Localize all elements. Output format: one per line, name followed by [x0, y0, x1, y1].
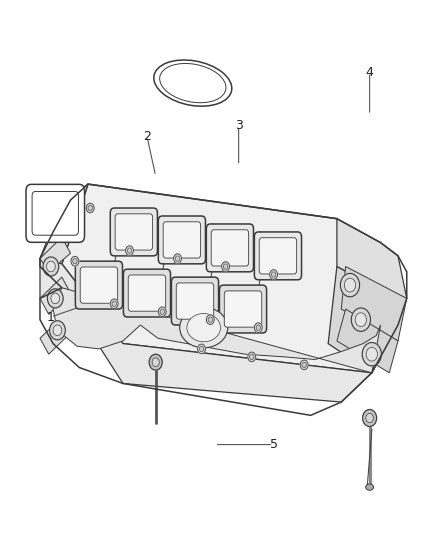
FancyBboxPatch shape — [128, 275, 166, 311]
FancyBboxPatch shape — [211, 230, 249, 266]
Polygon shape — [337, 309, 398, 373]
Circle shape — [254, 323, 262, 333]
Polygon shape — [62, 184, 398, 373]
FancyBboxPatch shape — [219, 285, 267, 333]
FancyBboxPatch shape — [115, 214, 152, 250]
Circle shape — [223, 264, 228, 269]
Circle shape — [366, 413, 374, 423]
FancyBboxPatch shape — [26, 184, 85, 243]
FancyBboxPatch shape — [163, 222, 201, 258]
FancyBboxPatch shape — [176, 283, 214, 319]
Circle shape — [302, 362, 306, 368]
FancyBboxPatch shape — [224, 291, 262, 327]
Ellipse shape — [366, 484, 374, 490]
FancyBboxPatch shape — [124, 269, 170, 317]
Circle shape — [248, 352, 256, 362]
Circle shape — [206, 315, 214, 325]
Circle shape — [46, 261, 55, 272]
Circle shape — [270, 270, 278, 279]
Circle shape — [208, 317, 212, 322]
Circle shape — [49, 321, 65, 340]
FancyBboxPatch shape — [206, 224, 254, 272]
Circle shape — [256, 325, 261, 330]
Circle shape — [86, 203, 94, 213]
Circle shape — [110, 299, 118, 309]
FancyBboxPatch shape — [158, 216, 205, 264]
Polygon shape — [341, 266, 407, 341]
Polygon shape — [40, 277, 71, 314]
Polygon shape — [53, 288, 381, 373]
Ellipse shape — [180, 308, 228, 348]
Text: 2: 2 — [143, 130, 151, 143]
Circle shape — [272, 272, 276, 277]
Circle shape — [198, 344, 205, 354]
FancyBboxPatch shape — [254, 232, 301, 280]
Circle shape — [173, 254, 181, 263]
Polygon shape — [40, 259, 372, 402]
Circle shape — [366, 348, 378, 361]
Circle shape — [112, 301, 117, 306]
Polygon shape — [337, 219, 407, 381]
Ellipse shape — [154, 60, 232, 106]
Circle shape — [43, 257, 59, 276]
Circle shape — [73, 259, 77, 264]
Circle shape — [363, 409, 377, 426]
FancyBboxPatch shape — [80, 267, 118, 303]
Polygon shape — [40, 317, 71, 354]
Polygon shape — [40, 184, 88, 264]
FancyBboxPatch shape — [110, 208, 157, 256]
Circle shape — [344, 278, 356, 292]
Text: 3: 3 — [235, 119, 243, 132]
Text: 5: 5 — [269, 438, 278, 451]
FancyBboxPatch shape — [32, 191, 78, 235]
Ellipse shape — [160, 63, 226, 103]
Circle shape — [351, 308, 371, 332]
Circle shape — [53, 325, 62, 336]
Text: 1: 1 — [47, 311, 55, 324]
Polygon shape — [40, 237, 71, 272]
Circle shape — [152, 358, 159, 367]
FancyBboxPatch shape — [259, 238, 297, 274]
FancyBboxPatch shape — [171, 277, 219, 325]
Circle shape — [158, 307, 166, 317]
Circle shape — [71, 256, 79, 266]
Ellipse shape — [187, 313, 220, 342]
Circle shape — [222, 262, 230, 271]
Circle shape — [51, 293, 60, 304]
Polygon shape — [328, 266, 389, 373]
Text: 4: 4 — [366, 66, 374, 79]
Circle shape — [175, 256, 180, 261]
Circle shape — [149, 354, 162, 370]
Circle shape — [160, 309, 164, 314]
FancyBboxPatch shape — [75, 261, 123, 309]
Circle shape — [250, 354, 254, 360]
Circle shape — [199, 346, 204, 352]
Circle shape — [126, 246, 134, 255]
Circle shape — [127, 248, 132, 253]
Circle shape — [88, 205, 92, 211]
Circle shape — [300, 360, 308, 369]
Circle shape — [362, 343, 381, 366]
Circle shape — [355, 313, 367, 327]
Circle shape — [340, 273, 360, 297]
Circle shape — [47, 289, 63, 308]
